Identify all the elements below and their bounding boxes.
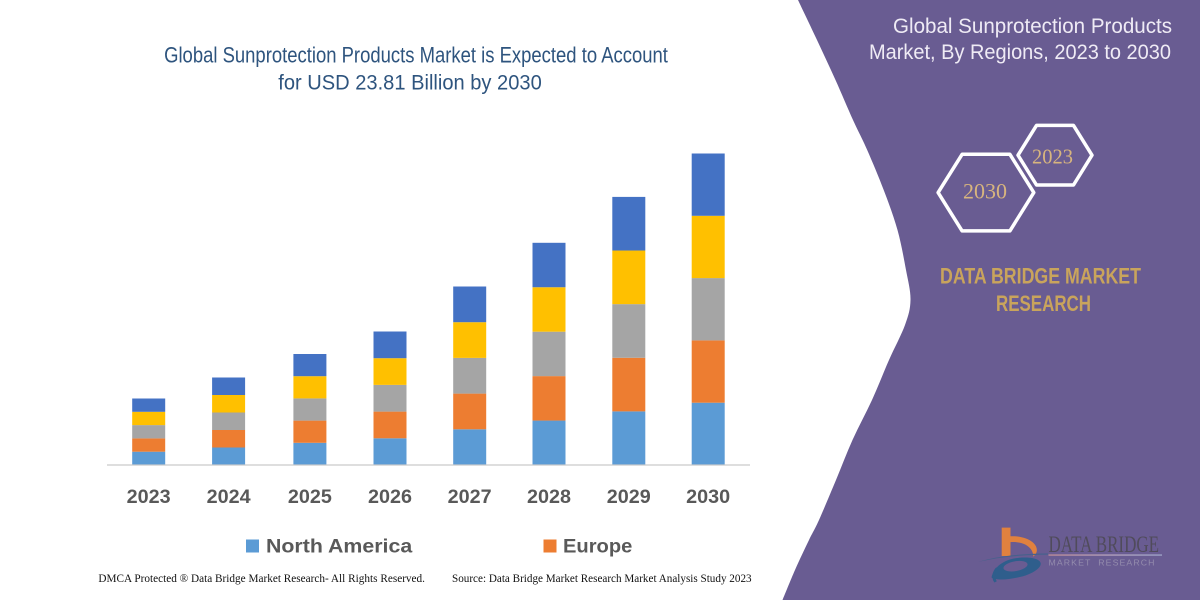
- svg-text:Global Sunprotection Products: Global Sunprotection Products Market is …: [164, 43, 668, 68]
- svg-text:Global Sunprotection Products: Global Sunprotection Products: [893, 15, 1172, 38]
- svg-text:Market, By Regions, 2023 to 20: Market, By Regions, 2023 to 2030: [869, 41, 1171, 64]
- svg-text:Source: Data Bridge Market Res: Source: Data Bridge Market Research Mark…: [452, 573, 752, 585]
- svg-text:2025: 2025: [288, 487, 332, 508]
- svg-text:DATA BRIDGE: DATA BRIDGE: [1049, 532, 1160, 557]
- svg-text:2028: 2028: [527, 487, 571, 508]
- svg-text:RESEARCH: RESEARCH: [996, 291, 1091, 316]
- svg-text:Europe: Europe: [563, 537, 632, 558]
- svg-text:2023: 2023: [127, 487, 171, 508]
- svg-text:2027: 2027: [448, 487, 492, 508]
- svg-text:2023: 2023: [1032, 145, 1073, 169]
- svg-text:North America: North America: [266, 537, 413, 558]
- svg-text:2026: 2026: [368, 487, 412, 508]
- svg-text:for USD 23.81 Billion by 2030: for USD 23.81 Billion by 2030: [278, 71, 542, 95]
- svg-text:DATA BRIDGE MARKET: DATA BRIDGE MARKET: [940, 264, 1141, 289]
- svg-text:MARKET RESEARCH: MARKET RESEARCH: [1049, 559, 1156, 568]
- svg-text:2024: 2024: [207, 487, 251, 508]
- svg-text:2030: 2030: [963, 179, 1007, 204]
- svg-text:DMCA Protected ® Data Bridge M: DMCA Protected ® Data Bridge Market Rese…: [98, 573, 425, 585]
- svg-text:2029: 2029: [607, 487, 651, 508]
- svg-text:2030: 2030: [686, 487, 730, 508]
